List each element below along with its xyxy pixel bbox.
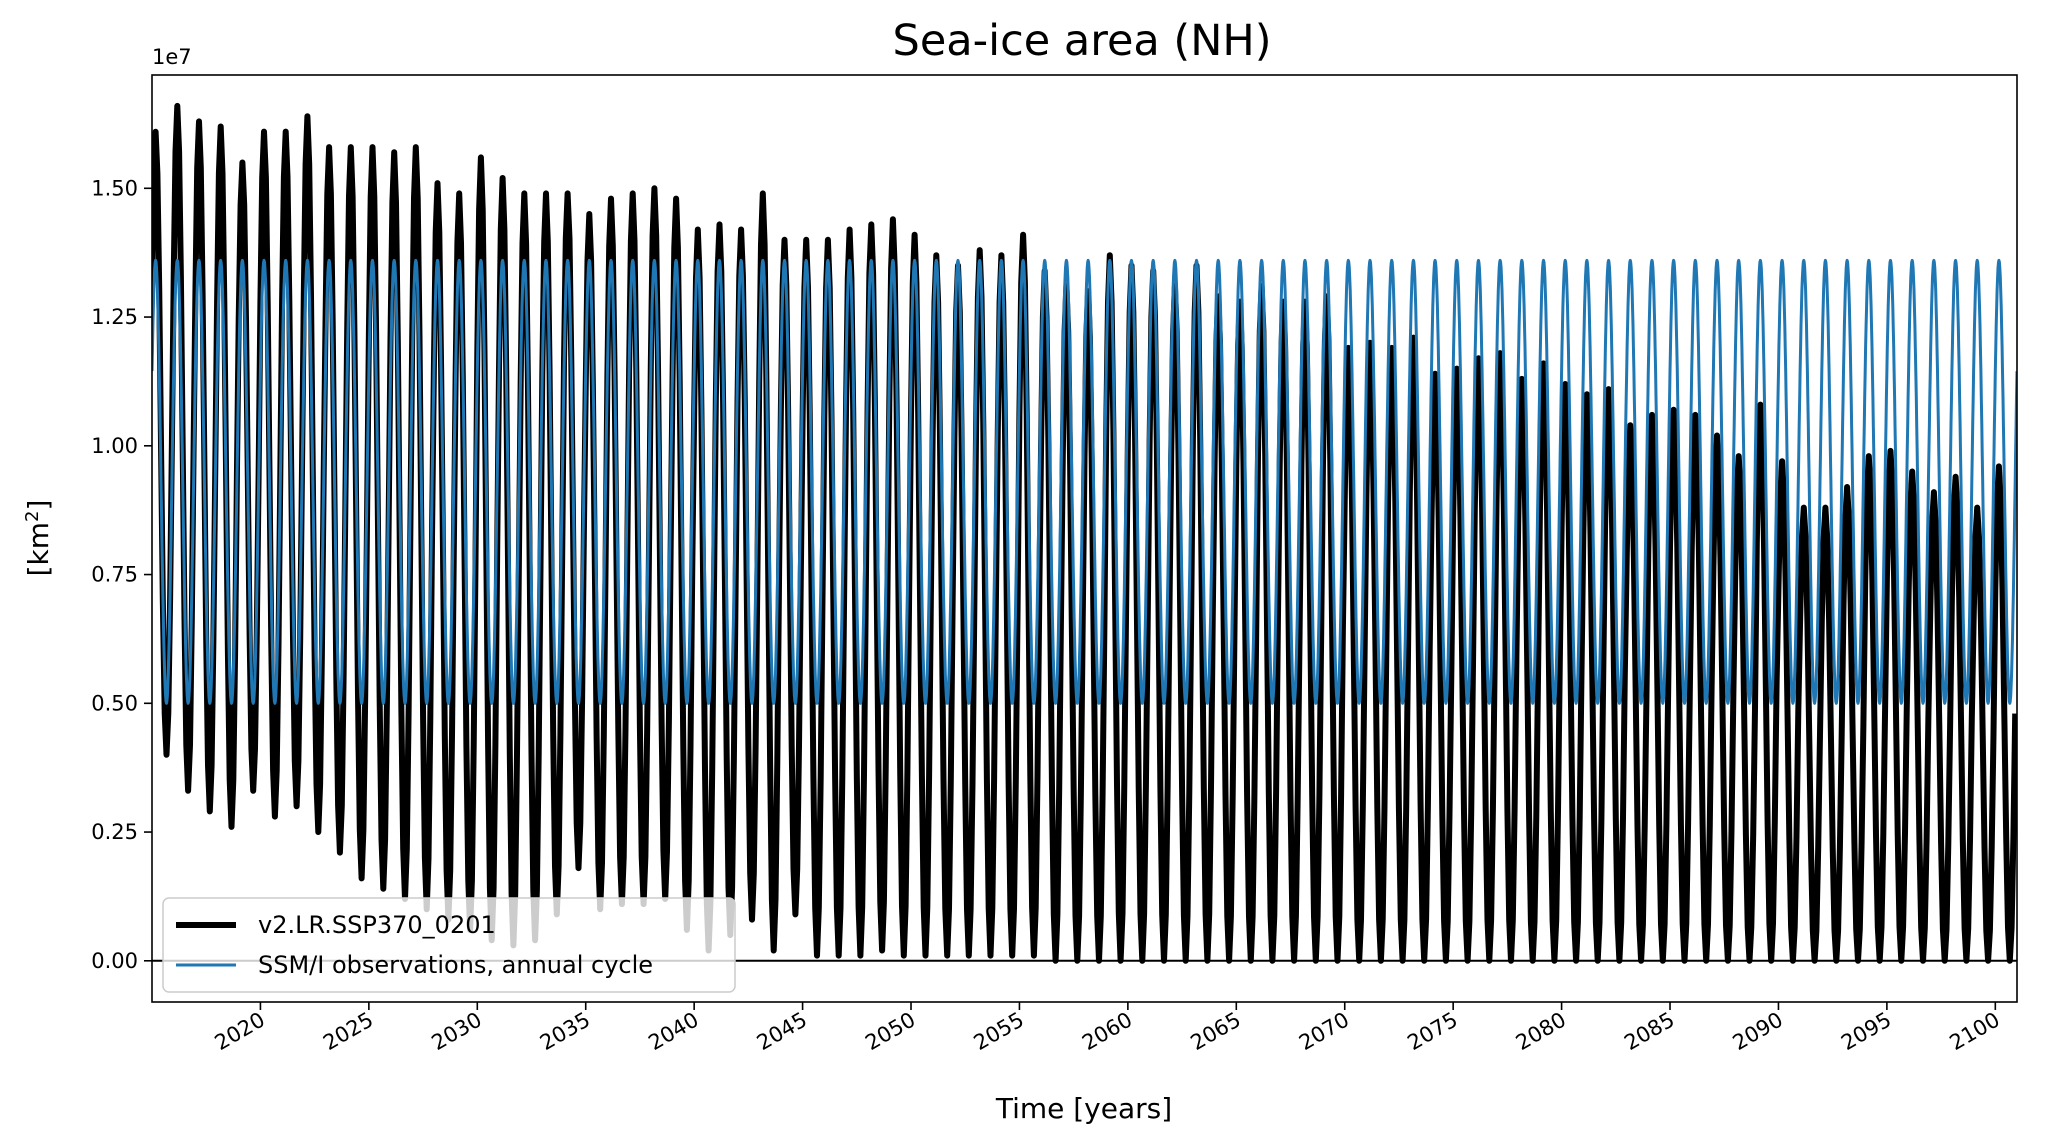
x-tick-label: 2040	[644, 1008, 702, 1056]
chart-title: Sea-ice area (NH)	[893, 16, 1272, 66]
x-tick-label: 2055	[970, 1008, 1028, 1056]
x-axis-title: Time [years]	[995, 1092, 1172, 1125]
legend: v2.LR.SSP370_0201 SSM/I observations, an…	[162, 897, 736, 993]
x-tick-label: 2060	[1078, 1008, 1136, 1056]
x-tick-label: 2100	[1946, 1008, 2004, 1056]
legend-label-model: v2.LR.SSP370_0201	[258, 911, 496, 939]
x-tick-label: 2065	[1187, 1008, 1245, 1056]
legend-box	[162, 897, 736, 993]
y-axis-title: [km2]	[22, 500, 56, 577]
x-tick-label: 2020	[211, 1008, 269, 1056]
x-tick-label: 2025	[319, 1008, 377, 1056]
x-tick-label: 2080	[1512, 1008, 1570, 1056]
x-tick-label: 2045	[753, 1008, 811, 1056]
x-axis: 2020 2025 2030 2035 2040 2045 2050 2055 2060 2065…	[211, 1002, 2004, 1055]
x-tick-label: 2095	[1837, 1008, 1895, 1056]
x-tick-label: 2075	[1403, 1008, 1461, 1056]
x-tick-label: 2030	[427, 1008, 485, 1056]
plot-area	[151, 74, 2018, 1003]
y-axis: 0.00 0.25 0.50 0.75 1.00 1.25 1.50	[91, 176, 152, 973]
x-tick-label: 2085	[1620, 1008, 1678, 1056]
legend-label-observations: SSM/I observations, annual cycle	[258, 951, 653, 979]
y-tick-label: 0.00	[91, 949, 138, 973]
y-tick-label: 1.50	[91, 176, 138, 200]
series-line-ssmi-observations	[152, 258, 2017, 705]
y-tick-label: 1.00	[91, 434, 138, 458]
x-tick-label: 2050	[861, 1008, 919, 1056]
x-tick-label: 2090	[1729, 1008, 1787, 1056]
x-tick-label: 2035	[536, 1008, 594, 1056]
y-tick-label: 0.25	[91, 820, 138, 844]
y-offset-label: 1e7	[152, 45, 192, 69]
y-tick-label: 1.25	[91, 305, 138, 329]
x-tick-label: 2070	[1295, 1008, 1353, 1056]
y-tick-label: 0.50	[91, 691, 138, 715]
y-tick-label: 0.75	[91, 563, 138, 587]
plot-frame	[151, 74, 2018, 1003]
